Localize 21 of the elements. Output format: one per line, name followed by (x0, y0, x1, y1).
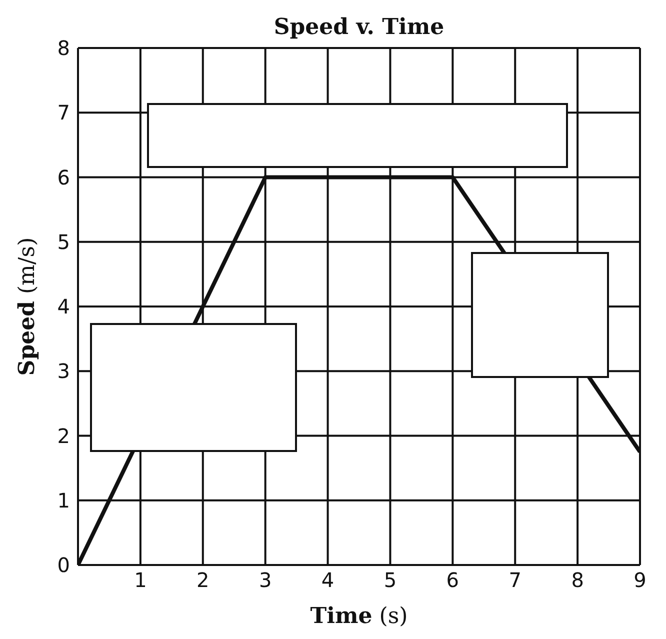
x-tick-label: 9 (634, 568, 646, 592)
chart-title: Speed v. Time (272, 14, 446, 40)
y-tick-label: 7 (57, 100, 70, 125)
x-tick-label: 8 (571, 568, 584, 592)
x-tick-label: 4 (321, 568, 334, 592)
y-tick-label: 0 (57, 553, 70, 578)
y-tick-label: 5 (57, 230, 70, 254)
x-tick-label: 5 (384, 568, 397, 592)
y-tick-label: 6 (57, 165, 70, 190)
x-tick-label: 1 (134, 568, 147, 592)
y-tick-label: 8 (57, 36, 70, 60)
y-tick-label: 1 (57, 488, 70, 512)
x-tick-label: 2 (196, 568, 210, 592)
y-tick-label: 3 (57, 359, 70, 384)
x-tick-label: 3 (258, 568, 272, 592)
y-axis-title: Speed (m/s) (14, 237, 40, 376)
x-tick-label: 7 (508, 568, 522, 592)
x-tick-label: 6 (446, 568, 460, 592)
y-tick-label: 4 (57, 294, 70, 319)
y-tick-label: 2 (57, 424, 70, 448)
x-axis-title: Time (s) (310, 603, 408, 629)
